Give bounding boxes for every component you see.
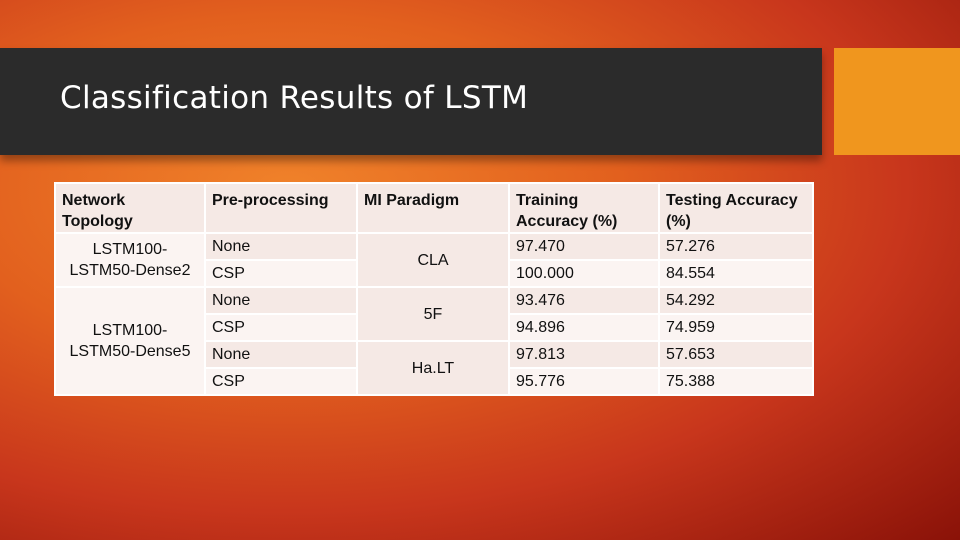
preprocessing-cell: CSP xyxy=(204,259,358,288)
preprocessing-cell: CSP xyxy=(204,367,358,396)
results-table: Network Topology Pre-processing MI Parad… xyxy=(54,182,814,396)
title-bar xyxy=(0,48,822,155)
header-preprocessing: Pre-processing xyxy=(204,182,358,234)
header-mi-paradigm: MI Paradigm xyxy=(356,182,510,234)
testing-accuracy-cell: 57.653 xyxy=(658,340,814,369)
preprocessing-cell: None xyxy=(204,286,358,315)
header-row: Network Topology Pre-processing MI Parad… xyxy=(54,182,814,234)
training-accuracy-cell: 94.896 xyxy=(508,313,660,342)
header-network-topology: Network Topology xyxy=(54,182,206,234)
preprocessing-cell: CSP xyxy=(204,313,358,342)
paradigm-cell: 5F xyxy=(356,286,510,342)
slide-title: Classification Results of LSTM xyxy=(60,80,529,116)
testing-accuracy-cell: 74.959 xyxy=(658,313,814,342)
testing-accuracy-cell: 84.554 xyxy=(658,259,814,288)
paradigm-cell: Ha.LT xyxy=(356,340,510,396)
training-accuracy-cell: 97.470 xyxy=(508,232,660,261)
table-row: CSP 94.896 74.959 xyxy=(55,313,814,342)
testing-accuracy-cell: 75.388 xyxy=(658,367,814,396)
testing-accuracy-cell: 54.292 xyxy=(658,286,814,315)
topology-cell: LSTM100- LSTM50-Dense5 xyxy=(54,286,206,396)
training-accuracy-cell: 100.000 xyxy=(508,259,660,288)
training-accuracy-cell: 97.813 xyxy=(508,340,660,369)
table-row: CSP 95.776 75.388 xyxy=(55,367,814,396)
header-training-accuracy: Training Accuracy (%) xyxy=(508,182,660,234)
paradigm-cell: CLA xyxy=(356,232,510,288)
table-row: None Ha.LT 97.813 57.653 xyxy=(55,340,814,396)
preprocessing-cell: None xyxy=(204,340,358,369)
table-row: LSTM100- LSTM50-Dense2 None CLA 97.470 5… xyxy=(54,232,814,288)
preprocessing-cell: None xyxy=(204,232,358,261)
header-testing-accuracy: Testing Accuracy (%) xyxy=(658,182,814,234)
training-accuracy-cell: 95.776 xyxy=(508,367,660,396)
training-accuracy-cell: 93.476 xyxy=(508,286,660,315)
accent-block xyxy=(834,48,960,155)
topology-cell: LSTM100- LSTM50-Dense2 xyxy=(54,232,206,288)
table-row: CSP 100.000 84.554 xyxy=(55,259,814,288)
table-row: LSTM100- LSTM50-Dense5 None 5F 93.476 54… xyxy=(54,286,814,396)
testing-accuracy-cell: 57.276 xyxy=(658,232,814,261)
